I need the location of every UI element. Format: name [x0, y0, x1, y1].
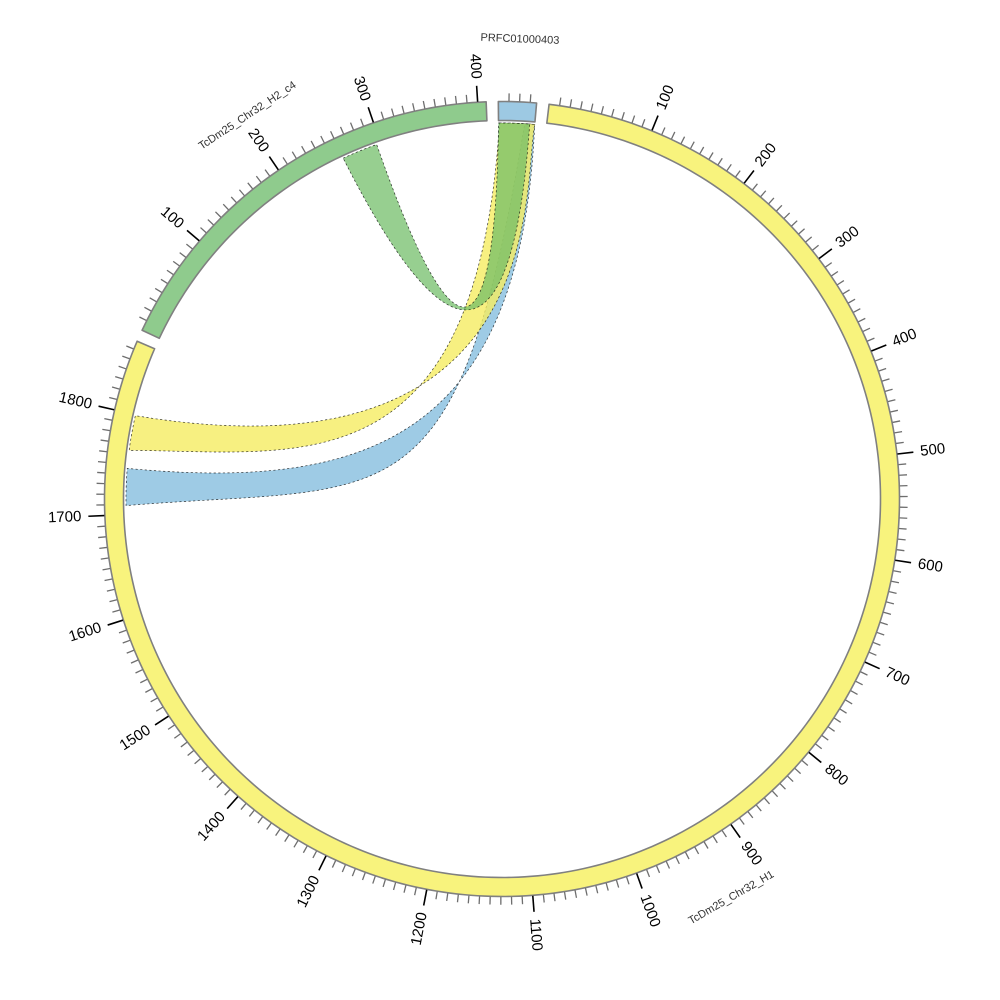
svg-text:1700: 1700 [48, 508, 82, 526]
svg-text:600: 600 [917, 555, 944, 576]
svg-text:PRFC01000403: PRFC01000403 [480, 32, 559, 47]
svg-text:1200: 1200 [408, 911, 431, 947]
svg-text:500: 500 [919, 440, 946, 460]
svg-text:1100: 1100 [526, 918, 545, 951]
svg-text:400: 400 [466, 53, 485, 79]
